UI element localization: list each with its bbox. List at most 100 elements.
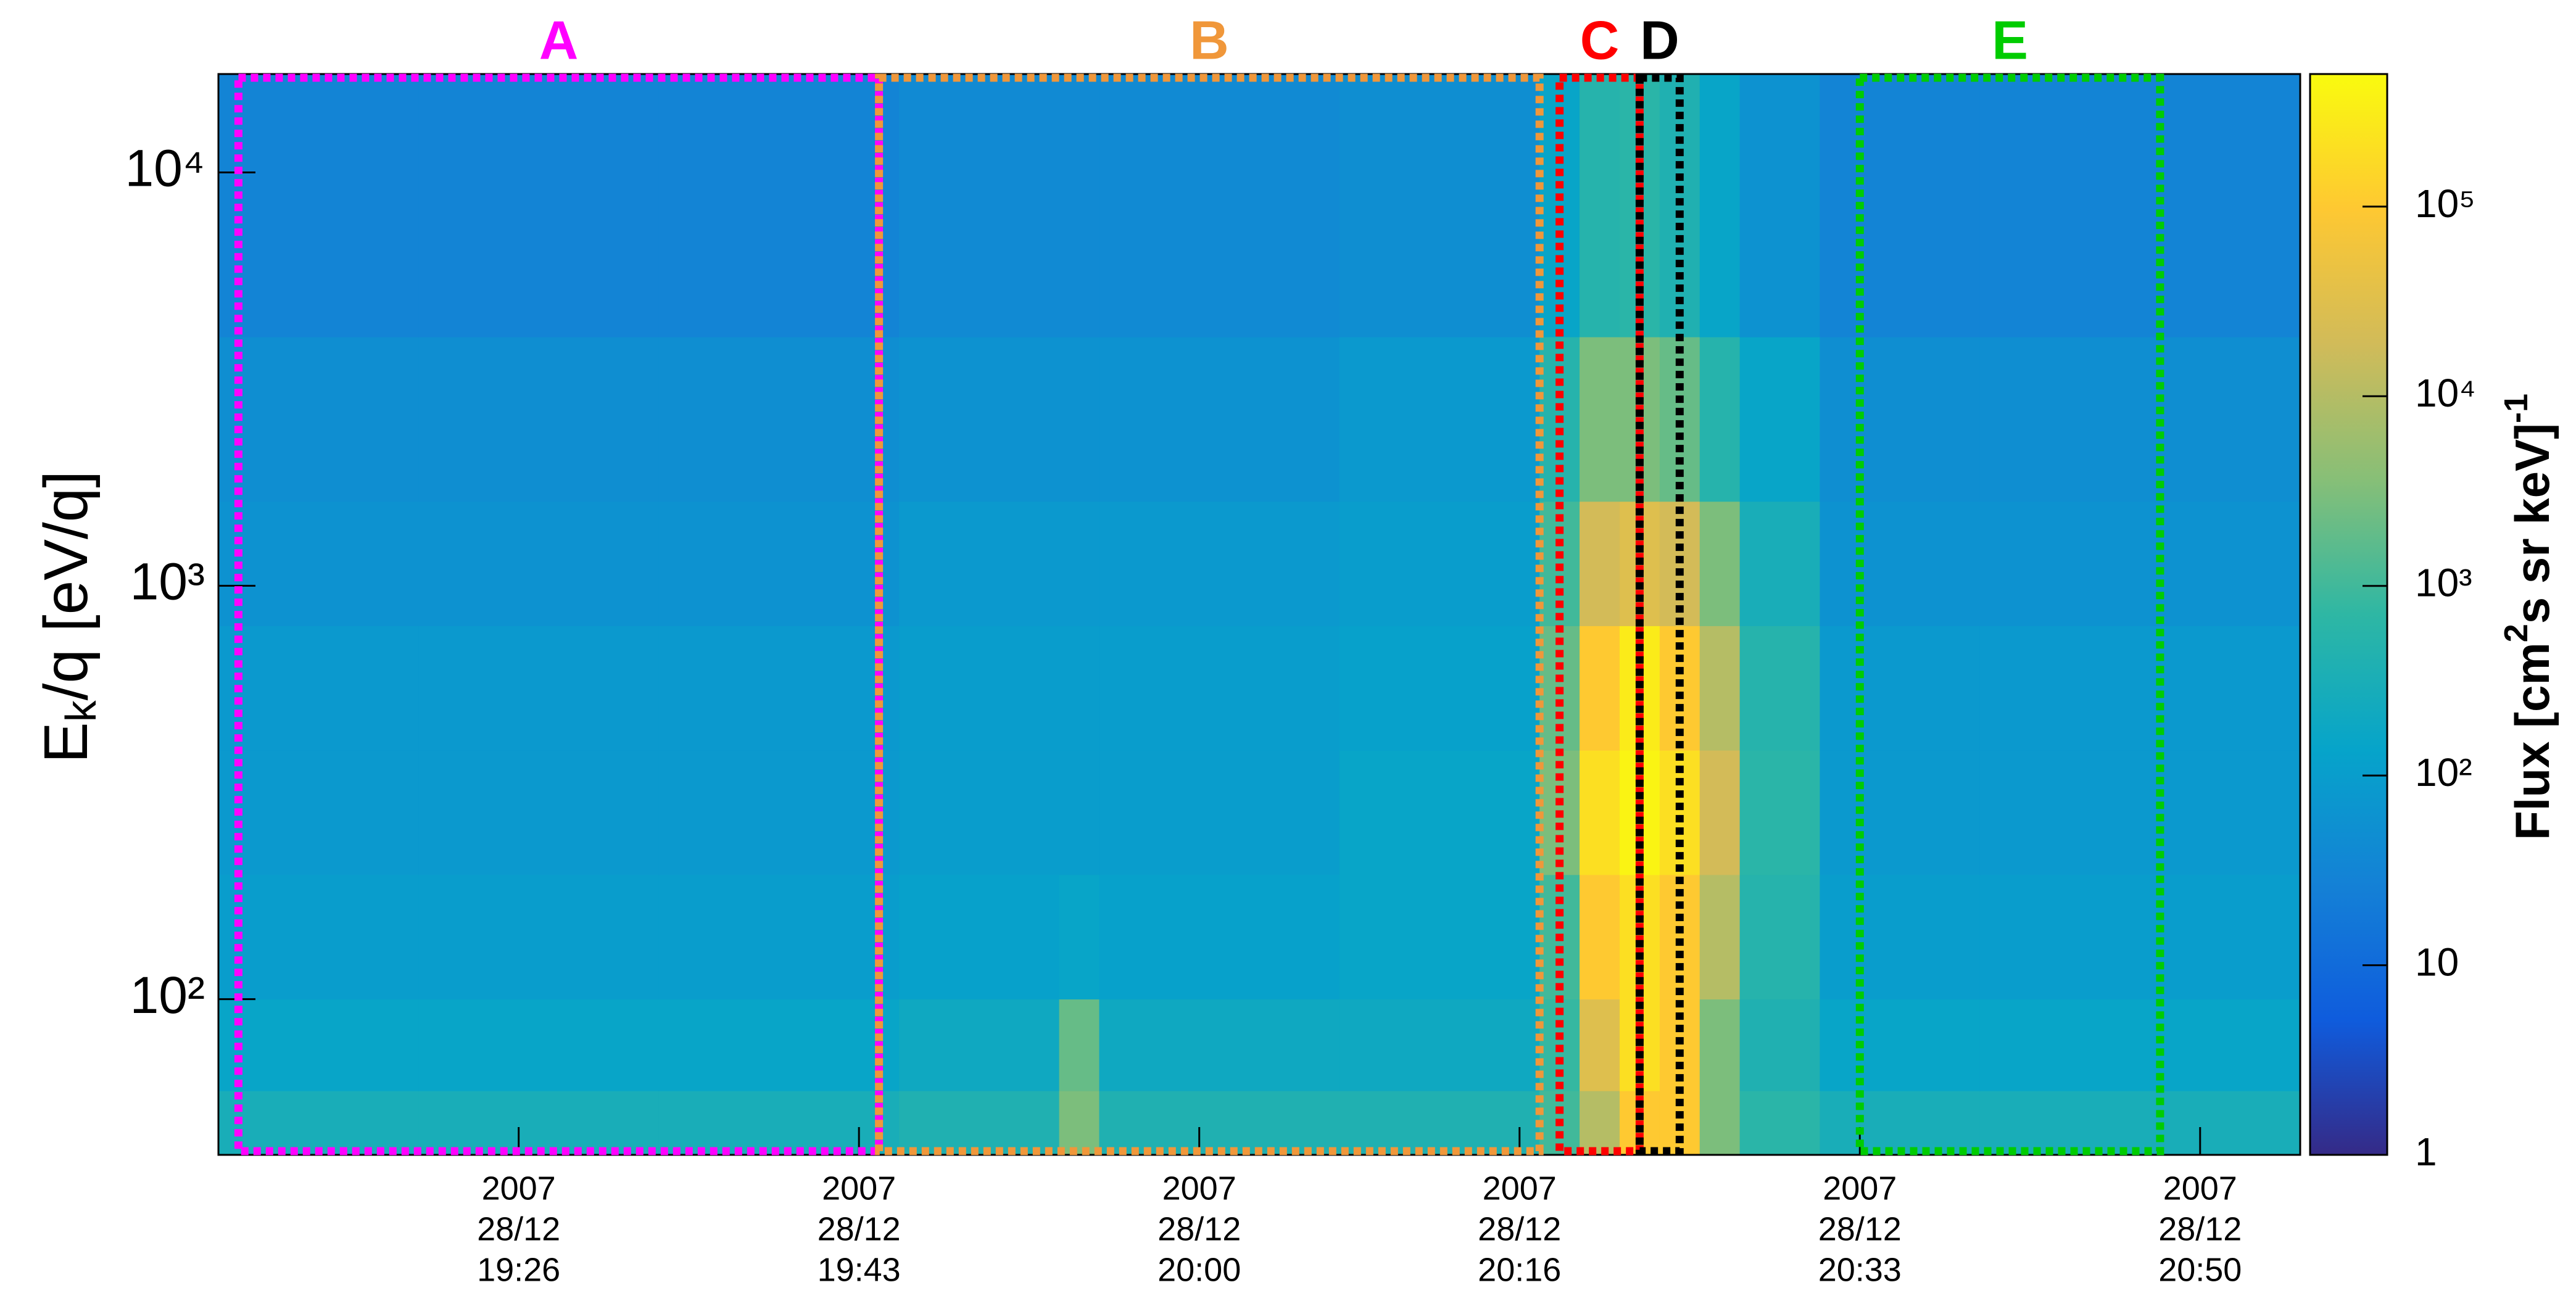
heatmap-cell: [658, 626, 900, 751]
heatmap-cell: [1059, 74, 1100, 337]
y-axis-label: Ek/q [eV/q]: [31, 471, 105, 763]
heatmap-cell: [1099, 750, 1340, 875]
colorbar-tick-label: 10⁵: [2415, 181, 2475, 226]
heatmap-cell: [1339, 874, 1540, 1000]
heatmap-cell: [1580, 999, 1620, 1091]
heatmap-cell: [658, 874, 900, 1000]
heatmap-cell: [1339, 626, 1540, 751]
heatmap-cell: [1979, 750, 2301, 875]
x-tick-label: 20:33: [1818, 1251, 1902, 1288]
heatmap-cell: [1739, 874, 1820, 1000]
heatmap-cell: [1739, 626, 1820, 751]
heatmap-cell: [418, 1091, 660, 1155]
heatmap-cell: [218, 874, 419, 1000]
y-tick-label: 10⁴: [125, 139, 205, 197]
heatmap-cell: [1059, 750, 1100, 875]
heatmap-cell: [1979, 501, 2301, 626]
heatmap-cell: [1339, 501, 1540, 626]
x-tick-label: 20:50: [2158, 1251, 2242, 1288]
heatmap-cell: [658, 1091, 900, 1155]
x-tick-label: 2007: [822, 1170, 896, 1207]
heatmap-cell: [1099, 337, 1340, 502]
heatmap-cell: [218, 1091, 419, 1155]
heatmap-cell: [1699, 1091, 1741, 1155]
heatmap-cell: [1339, 74, 1540, 337]
region-label: C: [1580, 9, 1620, 70]
region-label: B: [1190, 9, 1229, 70]
x-tick-label: 28/12: [1818, 1210, 1902, 1247]
heatmap-cell: [1820, 74, 1981, 337]
x-tick-label: 2007: [482, 1170, 556, 1207]
heatmap-cell: [1979, 337, 2301, 502]
y-label-part: k: [57, 700, 105, 722]
heatmap-cell: [1059, 626, 1100, 751]
heatmap-cell: [1739, 750, 1820, 875]
heatmap-cell: [1059, 874, 1100, 1000]
heatmap-cell: [1580, 74, 1620, 337]
heatmap-cell: [418, 501, 660, 626]
x-tick-label: 2007: [1162, 1170, 1236, 1207]
x-tick-label: 19:43: [818, 1251, 901, 1288]
colorbar-label-part: -1: [2498, 394, 2535, 423]
x-tick-label: 20:16: [1478, 1251, 1561, 1288]
heatmap-cell: [1099, 1091, 1340, 1155]
heatmap-cell: [1699, 750, 1741, 875]
heatmap-cell: [1739, 1091, 1820, 1155]
heatmap-cell: [1580, 750, 1620, 875]
heatmap-cell: [1059, 999, 1100, 1091]
x-tick-label: 28/12: [818, 1210, 901, 1247]
heatmap-cell: [418, 626, 660, 751]
heatmap-cell: [658, 74, 900, 337]
heatmap-cell: [1699, 874, 1741, 1000]
x-tick-label: 2007: [1823, 1170, 1897, 1207]
heatmap-cell: [418, 874, 660, 1000]
colorbar-tick-label: 1: [2415, 1130, 2437, 1174]
x-tick-label: 2007: [2163, 1170, 2237, 1207]
heatmap-cell: [218, 750, 419, 875]
heatmap-cell: [658, 999, 900, 1091]
heatmap-cell: [1099, 999, 1340, 1091]
heatmap-cell: [1699, 337, 1741, 502]
region-box: [1555, 73, 1644, 1155]
heatmap-cell: [1699, 74, 1741, 337]
heatmap-cell: [899, 999, 1060, 1091]
heatmap-cell: [1099, 874, 1340, 1000]
heatmap-cell: [1820, 999, 1981, 1091]
x-tick-label: 19:26: [477, 1251, 560, 1288]
heatmap-cell: [658, 337, 900, 502]
heatmap-cell: [1059, 501, 1100, 626]
heatmap-cell: [1339, 750, 1540, 875]
y-label-part: E: [31, 722, 101, 763]
heatmap-cell: [1979, 999, 2301, 1091]
colorbar-label: Flux [cm2s sr keV]-1: [2498, 394, 2559, 840]
x-tick-label: 28/12: [1158, 1210, 1241, 1247]
heatmap-cell: [1820, 1091, 1981, 1155]
heatmap-cell: [1820, 337, 1981, 502]
region-label: E: [1992, 9, 2028, 70]
heatmap-cell: [899, 626, 1060, 751]
colorbar-label-part: Flux [cm: [2505, 642, 2559, 840]
heatmap-cell: [218, 999, 419, 1091]
heatmap-cell: [1820, 750, 1981, 875]
heatmap-cell: [1059, 1091, 1100, 1155]
colorbar-tick-label: 10: [2415, 940, 2459, 984]
heatmap-cell: [1739, 999, 1820, 1091]
y-tick-label: 10³: [130, 553, 205, 611]
heatmap-cell: [418, 337, 660, 502]
heatmap-cell: [1580, 626, 1620, 751]
region-box: [1855, 73, 2164, 1155]
heatmap-cell: [1580, 1091, 1620, 1155]
region-label: D: [1640, 9, 1679, 70]
heatmap-cell: [418, 999, 660, 1091]
heatmap-cell: [1739, 337, 1820, 502]
colorbar-tick-label: 10²: [2415, 750, 2472, 795]
heatmap-cell: [899, 1091, 1060, 1155]
heatmap-cell: [1099, 626, 1340, 751]
heatmap-cell: [218, 337, 419, 502]
heatmap-cell: [1099, 501, 1340, 626]
heatmap-cell: [899, 750, 1060, 875]
colorbar-label-part: 2: [2498, 624, 2535, 642]
heatmap-cell: [218, 74, 419, 337]
heatmap-cell: [1979, 1091, 2301, 1155]
